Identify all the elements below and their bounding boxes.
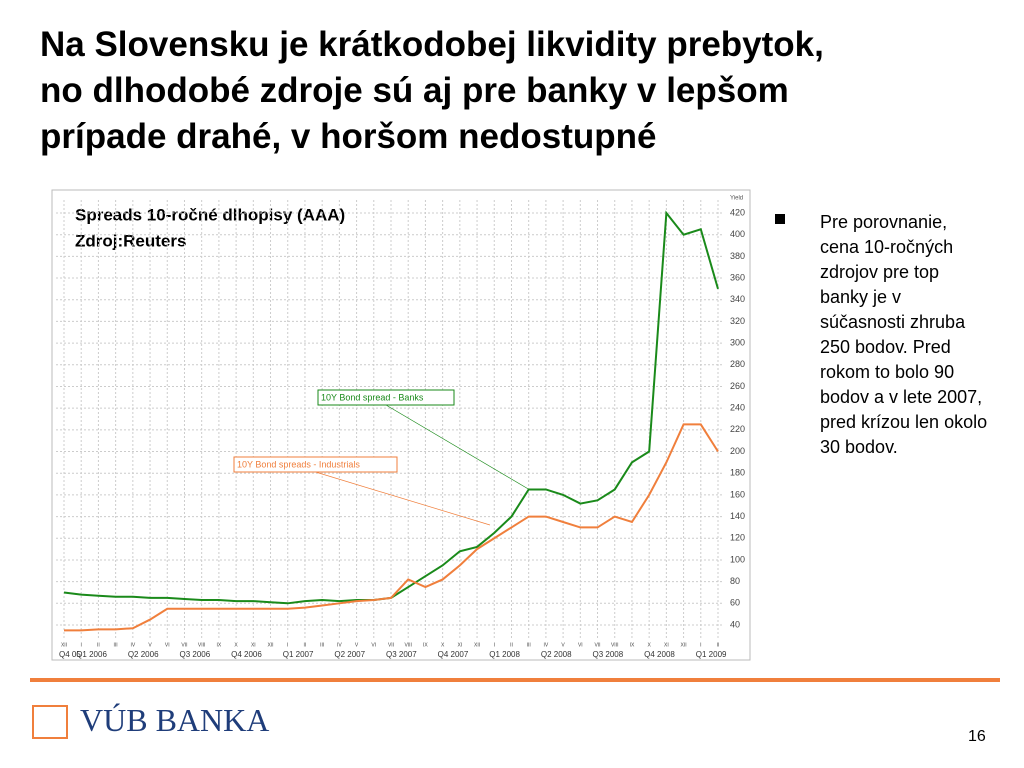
- x-tick-label: VIII: [404, 642, 412, 648]
- x-tick-label: I: [700, 642, 701, 648]
- x-tick-label: II: [717, 642, 720, 648]
- x-tick-label: V: [561, 642, 565, 648]
- quarter-label: Q4 2006: [231, 650, 262, 659]
- legend-box: [233, 456, 398, 473]
- quarter-label: Q2 2008: [541, 650, 572, 659]
- annotation-leader: [315, 471, 491, 526]
- x-tick-label: V: [148, 642, 152, 648]
- y-tick-label: 420: [730, 207, 745, 217]
- x-tick-label: VIII: [198, 642, 206, 648]
- x-tick-label: VII: [181, 642, 187, 648]
- y-tick-label: 80: [730, 576, 740, 586]
- y-tick-label: 240: [730, 403, 745, 413]
- title-line: no dlhodobé zdroje sú aj pre banky v lep…: [40, 71, 789, 110]
- x-tick-label: XII: [267, 642, 273, 648]
- y-tick-label: 320: [730, 316, 745, 326]
- x-tick-label: II: [510, 642, 513, 648]
- y-tick-label: 360: [730, 272, 745, 282]
- x-tick-label: IX: [423, 642, 428, 648]
- y-tick-label: 300: [730, 337, 745, 347]
- quarter-label: Q2 2006: [128, 650, 159, 659]
- x-tick-label: VIII: [611, 642, 619, 648]
- title-line: prípade drahé, v horšom nedostupné: [40, 117, 657, 156]
- chart-frame: [51, 189, 751, 661]
- x-tick-label: IV: [337, 642, 342, 648]
- x-tick-label: XII: [474, 642, 480, 648]
- bullet: Pre porovnanie, cena 10-ročných zdrojov …: [775, 210, 990, 460]
- y-tick-label: 160: [730, 489, 745, 499]
- logo-icon: [32, 705, 68, 739]
- y-tick-label: 380: [730, 251, 745, 261]
- x-tick-label: IV: [544, 642, 549, 648]
- slide-title: Na Slovensku je krátkodobej likvidity pr…: [40, 22, 824, 160]
- x-tick-label: IX: [217, 642, 222, 648]
- title-line: Na Slovensku je krátkodobej likvidity pr…: [40, 25, 824, 64]
- y-tick-label: 340: [730, 294, 745, 304]
- x-tick-label: V: [355, 642, 359, 648]
- x-tick-label: II: [304, 642, 307, 648]
- x-tick-label: XII: [681, 642, 687, 648]
- quarter-label: Q3 2007: [386, 650, 417, 659]
- x-tick-label: VI: [578, 642, 583, 648]
- y-tick-label: 400: [730, 229, 745, 239]
- y-tick-label: 260: [730, 381, 745, 391]
- bullet-marker: [775, 214, 785, 224]
- legend-label: 10Y Bond spreads - Industrials: [237, 459, 360, 469]
- y-tick-label: 280: [730, 359, 745, 369]
- chart-title: Spreads 10-ročné dlhopisy (AAA): [75, 205, 345, 224]
- legend-box: [317, 389, 455, 406]
- y-tick-label: 120: [730, 533, 745, 543]
- quarter-label: Q3 2008: [593, 650, 624, 659]
- quarter-label: Q4 05: [59, 650, 81, 659]
- x-tick-label: IX: [630, 642, 635, 648]
- y-tick-label: 100: [730, 554, 745, 564]
- legend-label: 10Y Bond spread - Banks: [321, 392, 424, 402]
- x-tick-label: I: [494, 642, 495, 648]
- chart: Spreads 10-ročné dlhopisy (AAA) Zdroj:Re…: [51, 189, 751, 661]
- x-tick-label: III: [114, 642, 118, 648]
- y-tick-label: 40: [730, 619, 740, 629]
- y-tick-label: 180: [730, 468, 745, 478]
- x-tick-label: II: [97, 642, 100, 648]
- quarter-label: Q1 2009: [696, 650, 727, 659]
- chart-subtitle: Zdroj:Reuters: [75, 231, 186, 250]
- quarter-label: Q1 2008: [489, 650, 520, 659]
- x-tick-label: XI: [251, 642, 256, 648]
- x-tick-label: VI: [165, 642, 170, 648]
- x-tick-label: VI: [371, 642, 376, 648]
- x-tick-label: IV: [130, 642, 135, 648]
- bullet-text: Pre porovnanie, cena 10-ročných zdrojov …: [820, 212, 988, 457]
- quarter-label: Q1 2007: [283, 650, 314, 659]
- quarter-label: Q3 2006: [179, 650, 210, 659]
- x-tick-label: I: [287, 642, 288, 648]
- y-tick-label: 220: [730, 424, 745, 434]
- y-tick-label: 60: [730, 598, 740, 608]
- quarter-label: Q1 2006: [76, 650, 107, 659]
- logo: VÚB BANKA: [80, 702, 270, 738]
- x-tick-label: VII: [594, 642, 600, 648]
- quarter-label: Q4 2008: [644, 650, 675, 659]
- x-tick-label: X: [441, 642, 445, 648]
- series-line: [64, 423, 719, 632]
- y-axis-label: Yield: [730, 196, 743, 202]
- x-tick-label: X: [647, 642, 651, 648]
- x-tick-label: XII: [61, 642, 67, 648]
- quarter-label: Q4 2007: [438, 650, 469, 659]
- x-tick-label: VII: [388, 642, 394, 648]
- page-number: 16: [968, 728, 986, 745]
- annotation-leader: [385, 404, 531, 491]
- y-tick-label: 200: [730, 446, 745, 456]
- x-tick-label: X: [234, 642, 238, 648]
- x-tick-label: I: [81, 642, 82, 648]
- x-tick-label: III: [320, 642, 324, 648]
- quarter-label: Q2 2007: [334, 650, 365, 659]
- x-tick-label: XI: [457, 642, 462, 648]
- x-tick-label: III: [527, 642, 531, 648]
- footer-rule: [30, 678, 1000, 682]
- y-tick-label: 140: [730, 511, 745, 521]
- x-tick-label: XI: [664, 642, 669, 648]
